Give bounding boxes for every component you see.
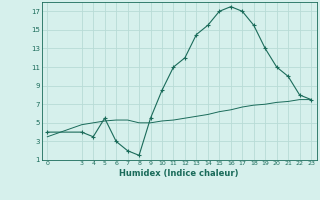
X-axis label: Humidex (Indice chaleur): Humidex (Indice chaleur): [119, 169, 239, 178]
